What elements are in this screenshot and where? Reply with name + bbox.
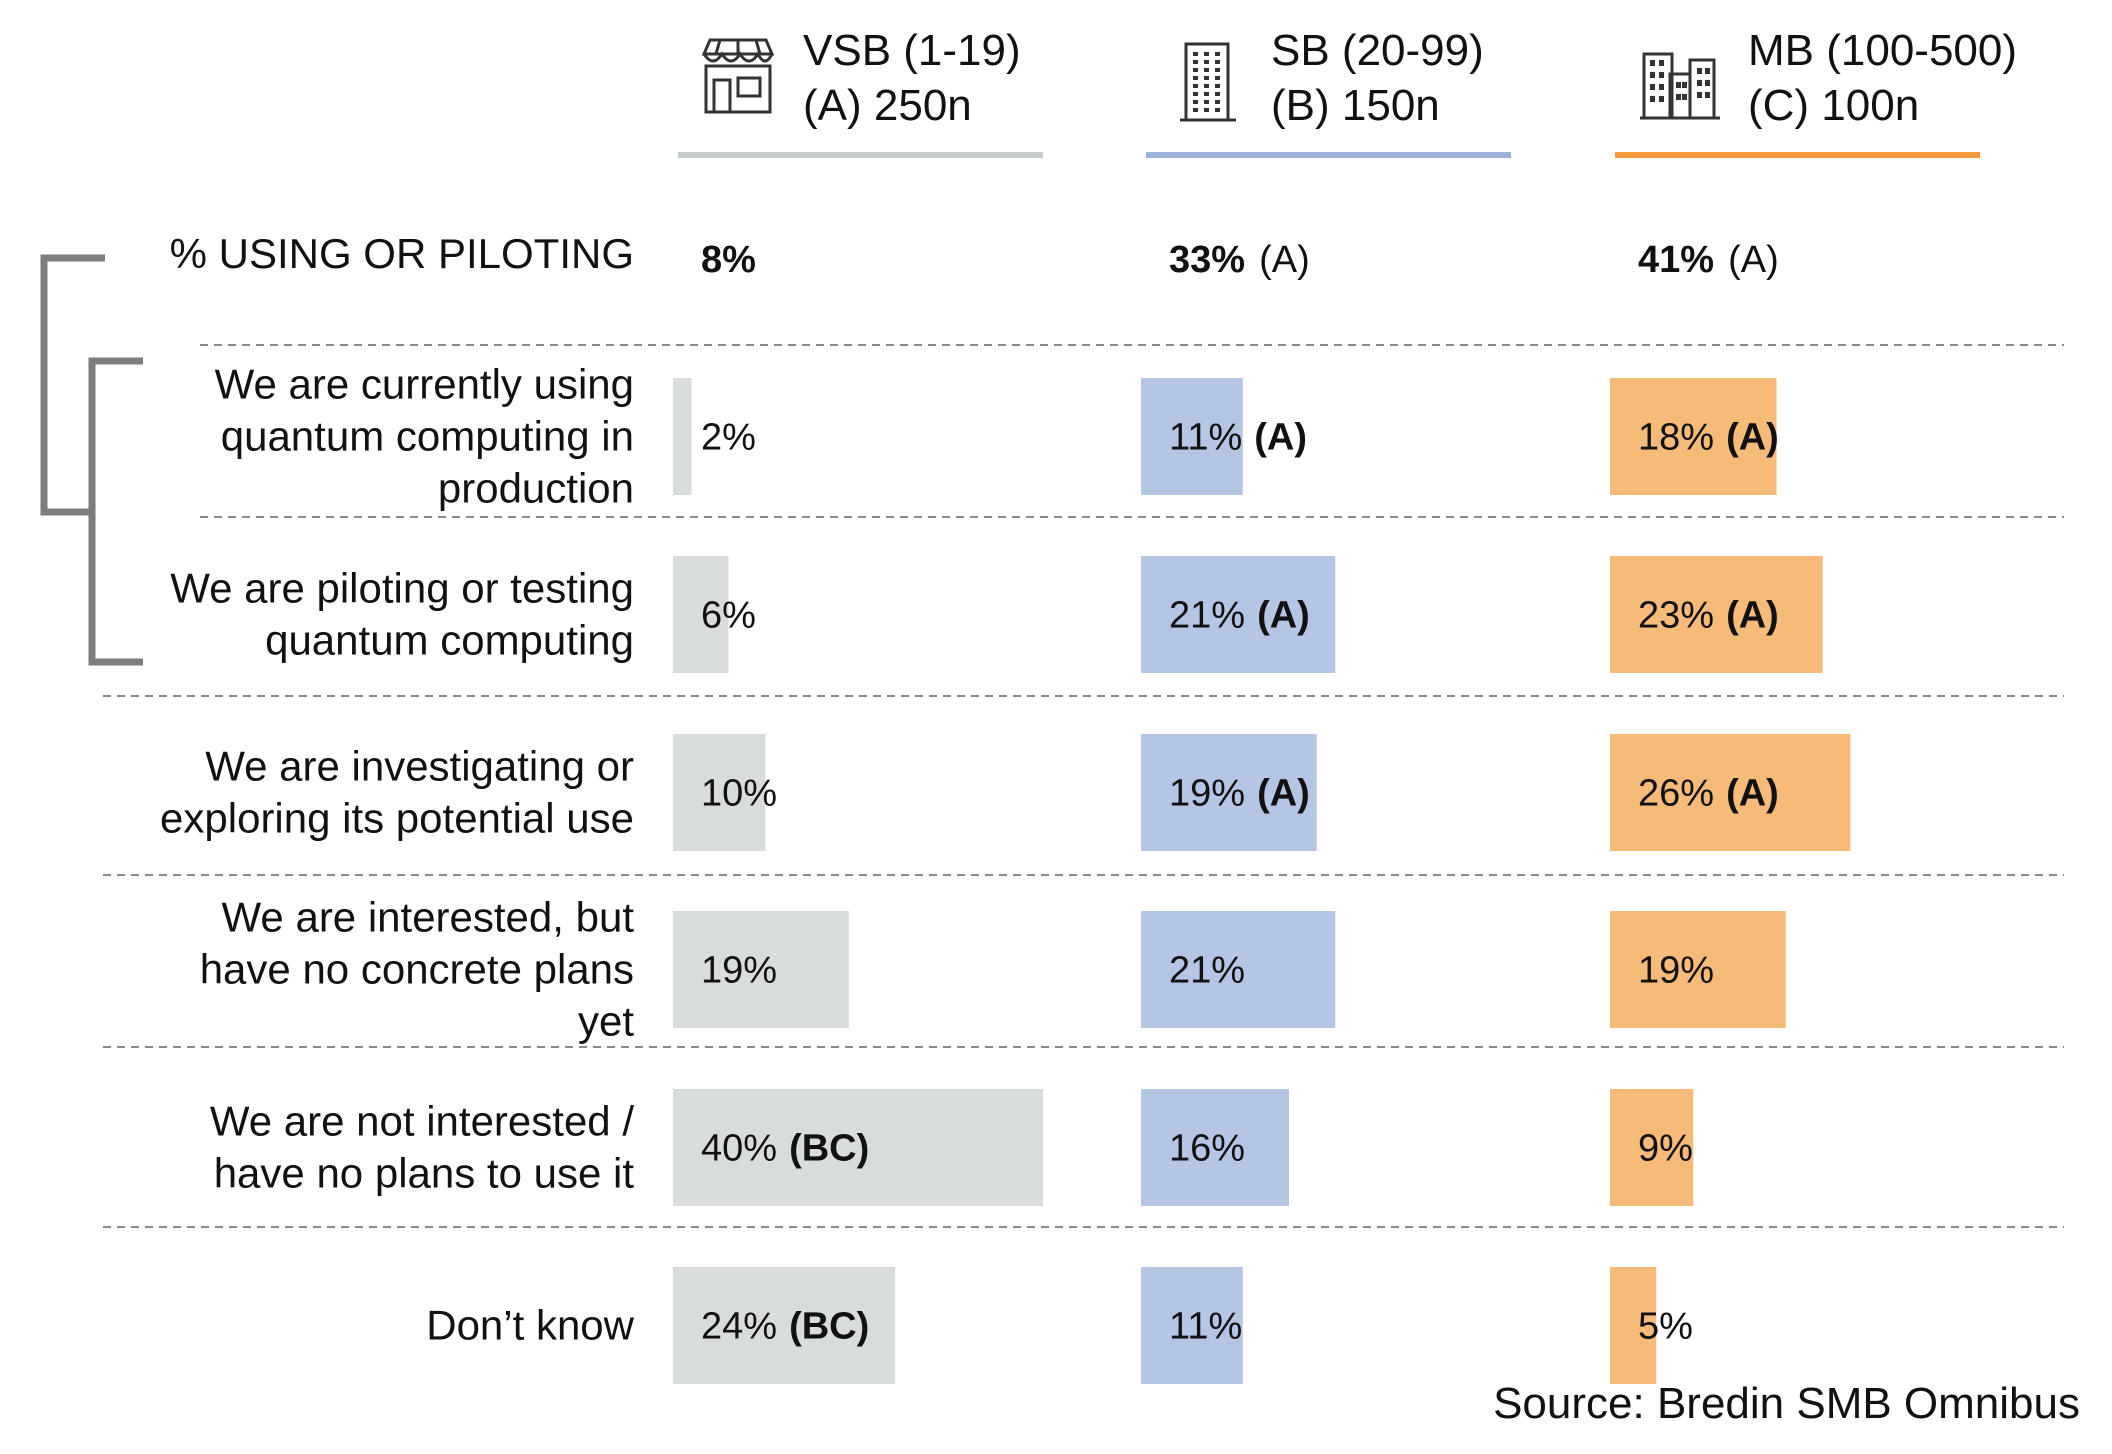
value-label: 6% (701, 595, 756, 637)
group-header-rule (678, 152, 1043, 158)
bar (1141, 556, 1336, 673)
value-labels: 2% 11% (A) 18% (A) 6% 21% (A) 23% (A) 10% 19% (A) 26%… (701, 417, 1779, 1348)
group-header-rule (1615, 152, 1980, 158)
bar (673, 1089, 1043, 1206)
row-label-line: We are investigating or (205, 743, 634, 790)
bar (1141, 1267, 1243, 1384)
value-label: 19% (A) (1169, 773, 1310, 815)
bar (1610, 1089, 1694, 1206)
value-label: 2% (701, 417, 756, 459)
value-label: 16% (1169, 1128, 1245, 1170)
bar (1141, 378, 1243, 495)
value-label: 19% (1638, 950, 1714, 992)
bar (1141, 911, 1336, 1028)
summary-row: % USING OR PILOTING 8% 33% (A) 41% (A) (170, 230, 1779, 281)
row-label-line: We are currently using (215, 361, 634, 408)
row-label-line: exploring its potential use (160, 795, 634, 842)
summary-value: 41% (A) (1638, 239, 1779, 281)
storefront-icon (701, 38, 775, 114)
bar (673, 556, 729, 673)
group-header-line2: (A) 250n (803, 81, 972, 130)
bar (1141, 734, 1317, 851)
bar (673, 1267, 895, 1384)
value-label: 18% (A) (1638, 417, 1779, 459)
value-label: 9% (1638, 1128, 1693, 1170)
bar (1610, 1267, 1657, 1384)
summary-value: 33% (A) (1169, 239, 1310, 281)
row-separators (103, 344, 2064, 1228)
row-label-line: We are not interested / (210, 1098, 634, 1145)
grouping-bracket (40, 254, 143, 666)
city-buildings-icon (1640, 52, 1720, 120)
summary-label: % USING OR PILOTING (170, 230, 634, 277)
value-label: 21% (1169, 950, 1245, 992)
row-label-line: have no concrete plans (200, 946, 634, 993)
office-tower-icon (1180, 42, 1236, 122)
value-label: 11% (A) (1169, 417, 1307, 459)
value-label: 23% (A) (1638, 595, 1779, 637)
bar (1141, 1089, 1289, 1206)
row-label-line: We are piloting or testing (170, 565, 634, 612)
value-label: 19% (701, 950, 777, 992)
value-label: 26% (A) (1638, 773, 1779, 815)
summary-value: 8% (701, 239, 756, 281)
bar (1610, 734, 1851, 851)
bar (673, 378, 692, 495)
group-header-line1: VSB (1-19) (803, 26, 1021, 75)
bar (673, 734, 766, 851)
row-label-line: Don’t know (426, 1302, 634, 1349)
bar (673, 911, 849, 1028)
group-header-line2: (B) 150n (1271, 81, 1440, 130)
row-label-line: yet (578, 998, 634, 1045)
value-label: 40% (BC) (701, 1128, 869, 1170)
bars (673, 378, 1851, 1384)
row-label-line: have no plans to use it (214, 1150, 635, 1197)
row-label-line: quantum computing in (221, 413, 634, 460)
row-label-line: We are interested, but (222, 894, 635, 941)
column-headers: VSB (1-19) (A) 250n SB (20-99) (B) 150n MB (… (678, 26, 2017, 158)
outer-bracket (40, 254, 105, 516)
row-labels: We are currently using quantum computing … (160, 361, 635, 1349)
row-label-line: production (438, 465, 634, 512)
bar (1610, 911, 1786, 1028)
value-label: 10% (701, 773, 777, 815)
value-label: 24% (BC) (701, 1306, 869, 1348)
bar (1610, 556, 1823, 673)
group-header-line1: SB (20-99) (1271, 26, 1484, 75)
source-note: Source: Bredin SMB Omnibus (1493, 1379, 2080, 1428)
value-label: 21% (A) (1169, 595, 1310, 637)
bar (1610, 378, 1777, 495)
group-header-line1: MB (100-500) (1748, 26, 2017, 75)
row-label-line: quantum computing (265, 617, 634, 664)
inner-bracket (88, 357, 143, 666)
group-header-line2: (C) 100n (1748, 81, 1919, 130)
value-label: 11% (1169, 1306, 1242, 1348)
value-label: 5% (1638, 1306, 1693, 1348)
group-header-rule (1146, 152, 1511, 158)
